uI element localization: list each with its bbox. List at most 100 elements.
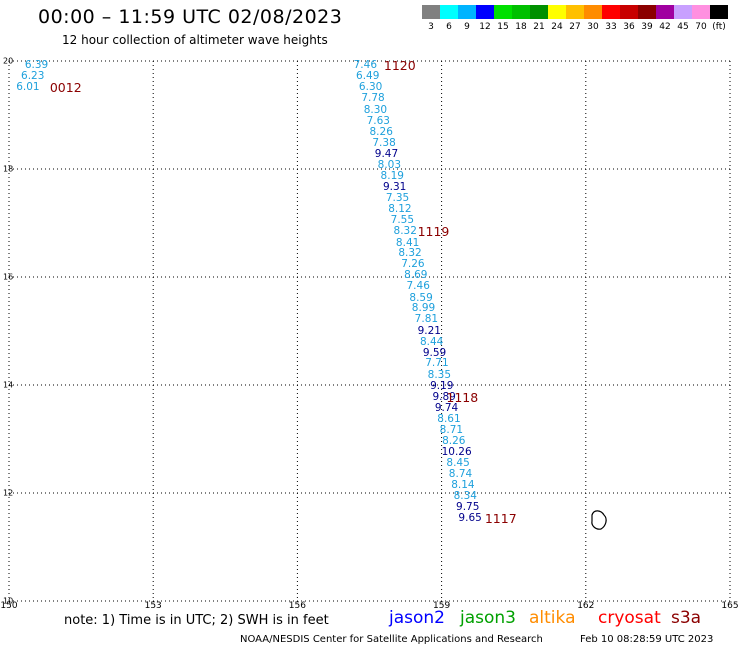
wave-height-label: 8.74 xyxy=(448,468,473,481)
lon-tick-label: 153 xyxy=(144,601,162,611)
legend-label: 24 xyxy=(551,22,563,32)
wave-height-label: 9.59 xyxy=(422,346,447,359)
wave-height-label: 8.12 xyxy=(388,203,412,216)
wave-height-label: 9.89 xyxy=(432,390,456,403)
satellite-jason2: jason2 xyxy=(389,608,445,628)
wave-height-label: 8.34 xyxy=(453,489,477,502)
legend-label: 42 xyxy=(659,22,671,32)
wave-height-label: 9.75 xyxy=(456,501,480,514)
wave-height-label: 7.38 xyxy=(372,137,396,150)
pass-time-label: 0012 xyxy=(49,80,82,95)
lon-tick-label: 165 xyxy=(721,601,739,611)
legend-swatch xyxy=(440,5,458,19)
wave-height-label: 7.78 xyxy=(361,92,385,105)
wave-height-label: 7.63 xyxy=(366,115,390,128)
lat-tick-label: 12 xyxy=(3,488,14,498)
wave-height-label: 9.47 xyxy=(374,147,399,160)
lat-tick-label: 18 xyxy=(3,164,14,174)
legend-label: 33 xyxy=(605,22,617,32)
lon-tick-label: 156 xyxy=(288,601,306,611)
legend-label: 36 xyxy=(623,22,635,32)
lat-tick-label: 20 xyxy=(3,56,14,66)
wave-height-label: 8.35 xyxy=(427,368,452,381)
legend-label: 15 xyxy=(497,22,509,32)
legend-label: 30 xyxy=(587,22,599,32)
lat-tick-label: 16 xyxy=(3,272,14,282)
credit-line: NOAA/NESDIS Center for Satellite Applica… xyxy=(240,634,543,645)
generated-timestamp: Feb 10 08:28:59 UTC 2023 xyxy=(580,634,714,645)
legend-swatch xyxy=(476,5,494,19)
units-note: note: 1) Time is in UTC; 2) SWH is in fe… xyxy=(64,613,329,628)
wave-height-label: 10.26 xyxy=(441,445,472,458)
legend-swatch xyxy=(710,5,728,19)
legend-label: 70 xyxy=(695,22,707,32)
legend-label: 45 xyxy=(677,22,689,32)
wave-height-label: 8.44 xyxy=(419,335,444,348)
wave-height-label: 6.01 xyxy=(16,81,40,93)
wave-height-label: 8.32 xyxy=(393,225,417,238)
legend-swatch xyxy=(512,5,530,19)
legend-swatch xyxy=(422,5,440,19)
wave-height-label: 7.81 xyxy=(414,313,439,326)
lon-tick-label: 159 xyxy=(433,601,451,611)
wave-height-label: 9.21 xyxy=(417,324,441,337)
wave-height-label: 8.69 xyxy=(404,269,428,282)
wave-height-label: 6.39 xyxy=(24,59,49,72)
wave-height-label: 8.03 xyxy=(377,159,402,172)
wave-height-label: 9.65 xyxy=(458,511,482,524)
lat-tick-label: 14 xyxy=(3,380,14,390)
wave-height-label: 8.19 xyxy=(380,170,404,183)
legend-swatch xyxy=(566,5,584,19)
legend-label: 9 xyxy=(464,22,470,32)
wave-height-label: 8.32 xyxy=(398,247,422,260)
legend-swatch xyxy=(674,5,692,19)
wave-height-label: 8.61 xyxy=(437,413,461,426)
wave-height-label: 9.31 xyxy=(382,180,407,193)
wave-height-label: 8.14 xyxy=(451,478,475,491)
pass-time-label: 1120 xyxy=(383,58,416,74)
satellite-s3a: s3a xyxy=(671,608,702,628)
map-title: 00:00 – 11:59 UTC 02/08/2023 xyxy=(38,6,343,28)
wave-height-label: 6.30 xyxy=(358,81,383,93)
legend-label: 27 xyxy=(569,22,581,32)
wave-height-label: 7.46 xyxy=(353,59,378,72)
wave-height-label: 8.26 xyxy=(442,434,466,447)
wave-height-label: 7.46 xyxy=(406,280,430,293)
wave-height-label: 8.30 xyxy=(363,103,388,116)
lon-tick-label: 162 xyxy=(577,601,595,611)
legend-swatch xyxy=(584,5,602,19)
wave-height-label: 8.45 xyxy=(446,456,470,469)
legend-swatch xyxy=(530,5,548,19)
legend-swatch xyxy=(638,5,656,19)
legend-swatch xyxy=(548,5,566,19)
legend-swatch xyxy=(656,5,674,19)
satellite-altika: altika xyxy=(529,608,576,628)
legend-label: 12 xyxy=(479,22,491,32)
satellite-jason3: jason3 xyxy=(460,608,516,628)
pass-time-label: 1118 xyxy=(446,389,479,405)
legend-label: (ft) xyxy=(712,22,726,32)
lat-tick-label: 10 xyxy=(3,596,14,606)
wave-height-label: 9.19 xyxy=(430,379,454,392)
wave-height-label: 7.71 xyxy=(425,357,449,370)
island-coastline xyxy=(591,510,607,530)
legend-swatch xyxy=(458,5,476,19)
wave-height-label: 8.41 xyxy=(395,236,420,249)
legend-label: 39 xyxy=(641,22,653,32)
lon-tick-label: 150 xyxy=(0,601,18,611)
legend-label: 18 xyxy=(515,22,527,32)
legend-swatch xyxy=(620,5,638,19)
wave-height-label: 7.55 xyxy=(390,214,415,227)
wave-height-label: 6.49 xyxy=(356,70,380,83)
map-subtitle: 12 hour collection of altimeter wave hei… xyxy=(62,33,328,47)
wave-height-label: 7.35 xyxy=(385,192,410,205)
legend-swatch xyxy=(602,5,620,19)
legend-label: 21 xyxy=(533,22,545,32)
wave-height-label: 9.74 xyxy=(434,401,459,414)
satellite-cryosat: cryosat xyxy=(598,608,661,628)
legend-label: 3 xyxy=(428,22,434,32)
legend-swatch xyxy=(494,5,512,19)
wave-height-label: 6.23 xyxy=(21,70,45,83)
pass-time-label: 1119 xyxy=(417,224,450,240)
